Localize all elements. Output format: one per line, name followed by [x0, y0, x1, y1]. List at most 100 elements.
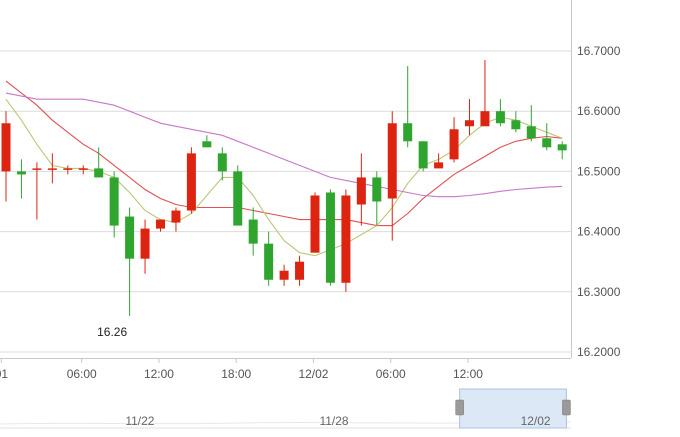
candle — [78, 165, 88, 175]
y-tick-label: 16.7000 — [577, 44, 621, 58]
navigator-date-label: 12/02 — [521, 414, 551, 428]
range-navigator[interactable]: 11/22 11/28 12/02 — [0, 388, 572, 429]
candle — [372, 171, 382, 226]
candle — [480, 60, 490, 127]
candle — [542, 123, 552, 151]
navigator-handle[interactable] — [455, 399, 464, 416]
annotations: 16.26 — [97, 325, 127, 339]
navigator-handle[interactable] — [562, 399, 571, 416]
candle-body — [32, 168, 42, 170]
candles — [1, 60, 567, 316]
candle — [557, 141, 567, 160]
candle-body — [109, 177, 119, 226]
candle — [403, 66, 413, 148]
candle — [511, 111, 521, 133]
candle-body — [449, 129, 459, 160]
candle — [434, 153, 444, 169]
candle — [233, 165, 243, 226]
candle — [465, 99, 474, 136]
y-tick-label: 16.4000 — [577, 225, 621, 239]
candle-body — [156, 219, 165, 229]
candle-body — [1, 123, 11, 172]
candle-body — [140, 228, 150, 259]
y-tick-label: 16.6000 — [577, 104, 621, 118]
y-tick-label: 16.5000 — [577, 164, 621, 178]
candle-body — [341, 195, 351, 283]
low-price-label: 16.26 — [97, 325, 127, 339]
candle-body — [295, 261, 305, 280]
candle-body — [63, 168, 73, 170]
candle-body — [217, 153, 227, 172]
candle-body — [264, 243, 274, 280]
candle-body — [387, 123, 397, 199]
candle — [325, 189, 335, 286]
candle-body — [202, 141, 212, 148]
candle — [418, 141, 428, 172]
moving-average-lines — [5, 80, 563, 257]
candle-body — [418, 141, 428, 169]
candle-body — [47, 168, 57, 170]
navigator-date-label: 11/28 — [319, 414, 348, 428]
candle-body — [542, 138, 552, 148]
moving-average-line — [5, 80, 563, 227]
candle-body — [480, 111, 490, 127]
candle — [248, 207, 258, 256]
candle-body — [171, 210, 181, 223]
candle — [140, 219, 150, 274]
candle — [109, 171, 119, 238]
candle-body — [356, 177, 366, 205]
candle — [32, 162, 42, 220]
candle — [356, 153, 366, 226]
candle — [449, 117, 459, 163]
candle-body — [94, 168, 104, 178]
candle-body — [248, 219, 258, 244]
candle — [341, 189, 351, 292]
x-tick-label: 06:00 — [67, 367, 97, 381]
candle-body — [310, 195, 320, 253]
x-tick-label: 06:00 — [376, 367, 406, 381]
candle — [63, 165, 73, 175]
x-tick-label: 12:00 — [144, 367, 174, 381]
candle — [264, 231, 274, 286]
y-tick-label: 16.3000 — [577, 285, 621, 299]
candle — [94, 147, 104, 178]
candle-body — [465, 120, 474, 127]
navigator-series — [0, 421, 572, 425]
candle-body — [403, 123, 413, 142]
candle — [387, 111, 397, 241]
x-tick-label: 12:00 — [453, 367, 483, 381]
candle — [47, 153, 57, 184]
x-tick-label: 12/02 — [298, 367, 328, 381]
moving-average-line — [5, 92, 563, 198]
candle-body — [279, 270, 289, 280]
candle-body — [526, 126, 536, 139]
candle — [171, 207, 181, 232]
candle — [526, 105, 536, 142]
navigator-selection[interactable] — [459, 388, 567, 429]
y-tick-label: 16.2000 — [577, 345, 621, 359]
candle — [156, 219, 165, 232]
candle — [495, 99, 505, 127]
candle-body — [372, 177, 382, 202]
candle — [279, 264, 289, 286]
candle-body — [434, 162, 444, 169]
candle — [1, 111, 11, 202]
y-axis: 16.7000 16.6000 16.5000 16.4000 16.3000 16.20… — [571, 0, 621, 359]
navigator-date-label: 11/22 — [125, 414, 154, 428]
moving-average-line — [5, 98, 563, 257]
candle-body — [557, 144, 567, 151]
candle-body — [233, 171, 243, 226]
candle-body — [125, 216, 135, 259]
candle — [295, 255, 305, 286]
candle — [125, 207, 135, 316]
candle-body — [511, 120, 521, 130]
x-axis: 01 06:00 12:00 18:00 12/02 06:00 12:00 — [0, 358, 571, 381]
candle — [217, 147, 227, 181]
candle-body — [186, 153, 196, 211]
candle — [202, 135, 212, 148]
x-tick-label: 18:00 — [221, 367, 251, 381]
candle — [310, 192, 320, 253]
candle-body — [16, 171, 26, 175]
candle — [16, 159, 26, 199]
